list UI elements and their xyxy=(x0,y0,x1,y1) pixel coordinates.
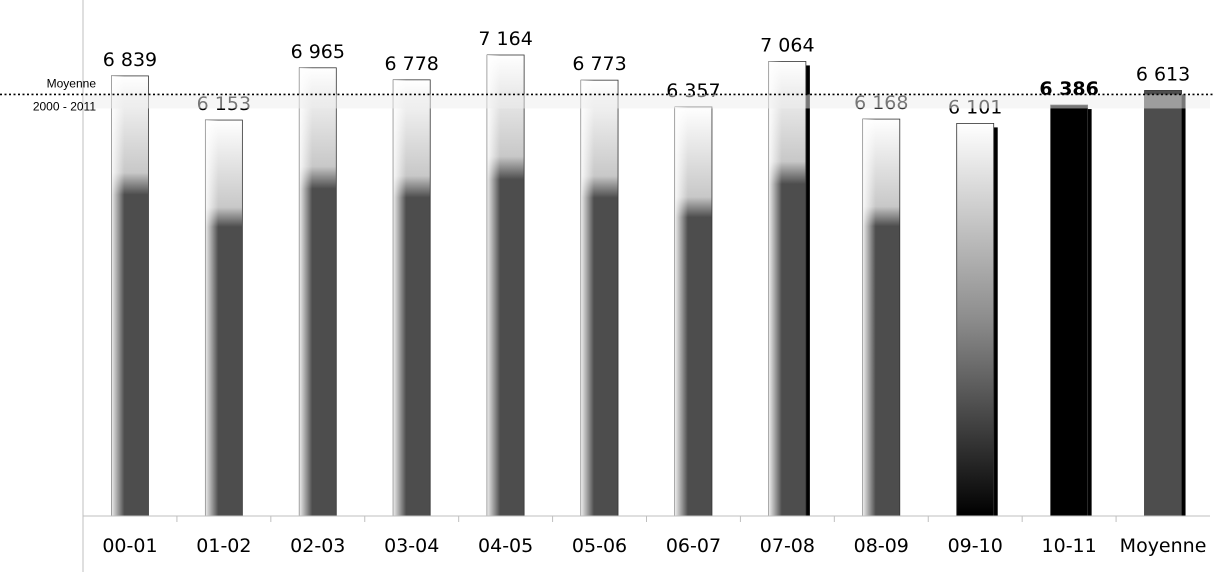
data-label-02-03: 6 965 xyxy=(291,41,345,63)
x-tick-label-00-01: 00-01 xyxy=(102,535,157,557)
bar-highlight xyxy=(299,67,337,517)
x-tick-label-08-09: 08-09 xyxy=(854,535,909,557)
bar-Moyenne xyxy=(1144,90,1182,517)
x-tick-label-07-08: 07-08 xyxy=(760,535,815,557)
bar-highlight xyxy=(393,79,431,516)
average-band xyxy=(83,94,1210,109)
average-label-line1: Moyenne xyxy=(47,76,97,90)
average-label-line2: 2000 - 2011 xyxy=(33,99,96,113)
bar-09-10 xyxy=(956,123,995,517)
x-tick-label-05-06: 05-06 xyxy=(572,535,627,557)
bar-highlight xyxy=(111,75,149,516)
x-tick-label-09-10: 09-10 xyxy=(948,535,1003,557)
data-label-03-04: 6 778 xyxy=(385,53,439,75)
bar-highlight xyxy=(487,55,525,516)
data-label-05-06: 6 773 xyxy=(572,53,626,75)
bar-10-11 xyxy=(1050,104,1089,517)
x-tick-label-03-04: 03-04 xyxy=(384,535,439,557)
bar-highlight xyxy=(205,120,243,516)
x-tick-label-06-07: 06-07 xyxy=(666,535,721,557)
x-tick-label-01-02: 01-02 xyxy=(196,535,251,557)
bar-highlight xyxy=(674,106,712,517)
x-tick-label-Moyenne: Moyenne xyxy=(1120,535,1207,557)
data-label-04-05: 7 164 xyxy=(478,28,532,50)
bar-highlight xyxy=(862,119,900,516)
bar-highlight xyxy=(768,61,806,517)
data-label-00-01: 6 839 xyxy=(103,49,157,71)
x-tick-label-04-05: 04-05 xyxy=(478,535,533,557)
data-label-07-08: 7 064 xyxy=(760,34,814,56)
bar-highlight xyxy=(581,80,619,516)
data-label-Moyenne: 6 613 xyxy=(1136,63,1190,85)
x-tick-label-02-03: 02-03 xyxy=(290,535,345,557)
x-tick-label-10-11: 10-11 xyxy=(1042,535,1097,557)
